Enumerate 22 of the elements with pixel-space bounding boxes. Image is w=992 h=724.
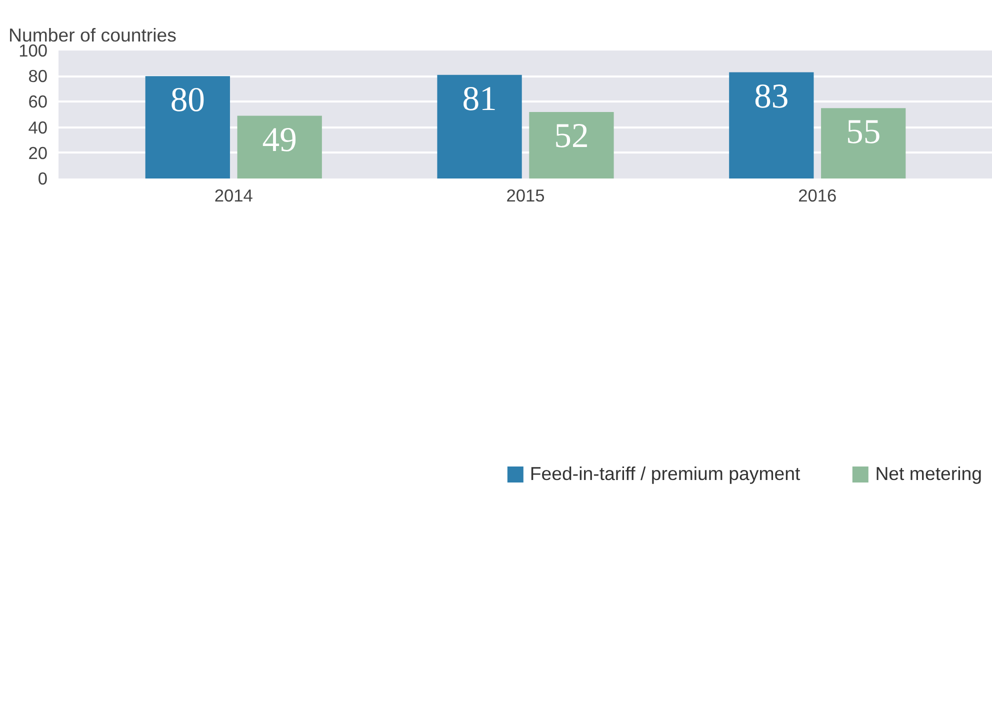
bar: [237, 116, 322, 178]
data-label: 80: [170, 81, 205, 120]
bar: [529, 112, 614, 178]
bar: [437, 74, 522, 178]
data-label: 81: [462, 80, 497, 118]
x-tick-label: 2014: [214, 186, 254, 206]
data-label: 83: [754, 77, 789, 116]
y-tick-label: 60: [28, 92, 48, 112]
bar: [145, 76, 230, 178]
legend-label: Feed-in-tariff / premium payment: [530, 463, 800, 485]
x-tick-label: 2015: [506, 186, 545, 206]
data-label: 49: [262, 120, 297, 159]
y-tick-label: 80: [28, 66, 48, 86]
x-tick-label: 2016: [798, 186, 837, 206]
data-label: 52: [554, 116, 589, 155]
bar: [729, 72, 814, 178]
legend-label: Net metering: [875, 463, 982, 485]
y-tick-label: 40: [28, 117, 48, 138]
data-label: 55: [846, 113, 881, 152]
y-tick-label: 20: [28, 142, 48, 163]
y-tick-label: 0: [38, 168, 48, 188]
bar: [821, 108, 906, 178]
